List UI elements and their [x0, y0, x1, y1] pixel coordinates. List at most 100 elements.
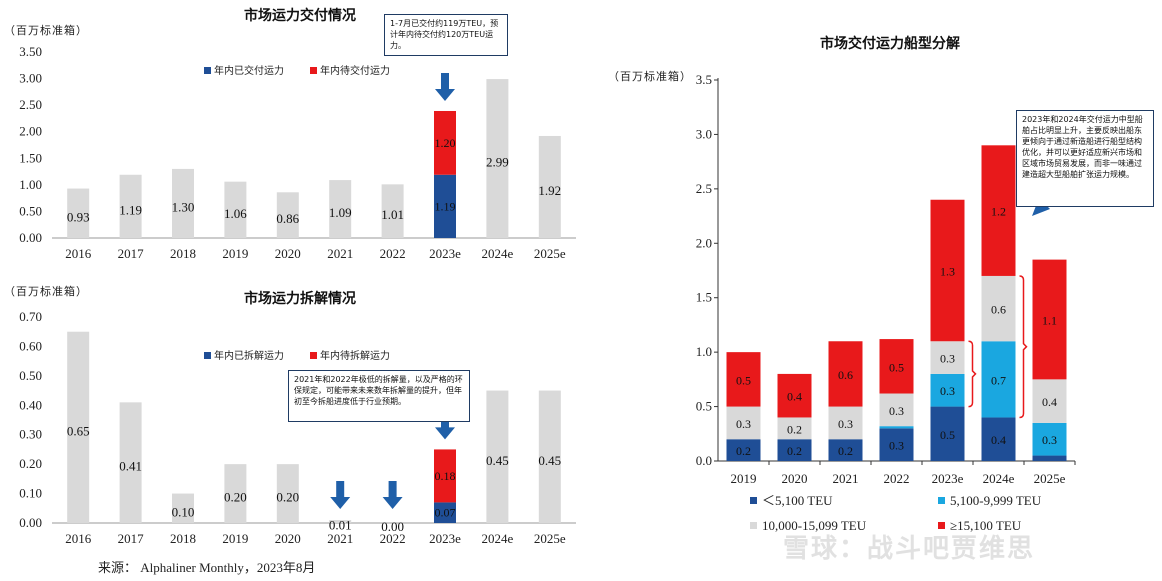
- y-tick-label: 0.10: [19, 486, 42, 501]
- bar-2021-series-0: [828, 439, 863, 461]
- y-tick-label: 0.40: [19, 397, 42, 412]
- data-label-2023e-delivered: 1.19: [435, 199, 456, 213]
- x-tick-label: 2018: [170, 246, 196, 261]
- x-tick-label: 2016: [65, 531, 92, 546]
- x-tick-label: 2022: [380, 246, 406, 261]
- y-tick-label: 2.00: [19, 124, 42, 139]
- midsize-bracket: [1019, 275, 1028, 419]
- data-label-2024e: 2.99: [486, 155, 509, 170]
- highlight-arrow-icon: [435, 72, 455, 101]
- delivery-chart: 市场运力交付情况 （百万标准箱） 0.00 0.50 1.00 1.50 2.00 2.50 3…: [4, 7, 576, 261]
- data-label-2019-series-3: 0.5: [736, 373, 751, 387]
- bar-2025e-series-0: [1032, 455, 1067, 461]
- data-label-2017: 0.41: [119, 459, 142, 474]
- data-label-2020-series-0: 0.2: [787, 444, 802, 458]
- data-label-2024e-series-2: 0.6: [991, 303, 1006, 317]
- bar-2024e-series-3: [981, 145, 1016, 276]
- bar-2017: [119, 402, 142, 523]
- chart-title: 市场运力拆解情况: [244, 290, 356, 307]
- x-tick-label: 2019: [222, 531, 248, 546]
- data-label-2018: 1.30: [172, 199, 195, 214]
- legend-label-pending: 年内待交付运力: [320, 64, 390, 77]
- bar-2021-series-2: [828, 406, 863, 440]
- x-tick-label: 2016: [65, 246, 92, 261]
- data-label-2023e-pending: 0.18: [435, 469, 456, 483]
- bar-2018: [172, 493, 194, 523]
- x-tick-label: 2020: [782, 471, 808, 486]
- demolition-chart: 市场运力拆解情况 （百万标准箱） 0.00 0.10 0.20 0.30 0.40 0.50 0…: [4, 284, 576, 546]
- x-tick-label: 2021: [833, 471, 859, 486]
- x-tick-label: 2024e: [983, 471, 1015, 486]
- x-tick-label: 2021: [327, 531, 353, 546]
- y-tick-label: 3.0: [696, 126, 712, 141]
- bar-2024e: [486, 79, 509, 238]
- data-label-2023e-series-0: 0.5: [940, 428, 955, 442]
- low-demolition-arrow-icon: [330, 481, 351, 509]
- delivery-annotation: 1-7月已交付约119万TEU，预计年内待交付约120万TEU运力。: [384, 14, 508, 56]
- data-label-2020-series-2: 0.2: [787, 422, 802, 436]
- bar-2023e-series-2: [930, 341, 965, 374]
- x-tick-label: 2019: [222, 246, 248, 261]
- x-tick-label: 2023e: [932, 471, 964, 486]
- x-tick-label: 2017: [118, 531, 145, 546]
- x-tick-label: 2022: [380, 531, 406, 546]
- x-tick-label: 2021: [327, 246, 353, 261]
- bar-2023e-series-1: [930, 373, 965, 407]
- bar-2020-series-3: [777, 373, 812, 418]
- y-tick-label: 2.0: [696, 235, 712, 250]
- demolition-chart-panel: 市场运力拆解情况 （百万标准箱） 0.00 0.10 0.20 0.30 0.40 0.50 0…: [0, 281, 600, 571]
- y-tick-label: 1.0: [696, 344, 712, 359]
- data-label-2019-series-0: 0.2: [736, 444, 751, 458]
- y-tick-label: 0.20: [19, 456, 42, 471]
- shiptype-chart-panel: 市场交付运力船型分解 （百万标准箱） 0.0 0.5 1.0 1.5 2.0 2.5 3.0 3.…: [600, 0, 1162, 581]
- bar-2023e-series-3: [930, 199, 965, 342]
- data-label-2016: 0.65: [67, 423, 90, 438]
- bar-2023e-delivered: [434, 174, 456, 238]
- legend-label-delivered: 年内已拆解运力: [214, 349, 284, 362]
- y-tick-label: 0.00: [19, 230, 42, 245]
- bar-2022-series-1: [879, 426, 914, 429]
- chart-title: 市场交付运力船型分解: [820, 35, 960, 52]
- demolition-annotation: 2021年和2022年极低的拆解量，以及严格的环保规定，可能带来未来数年拆解量的…: [288, 370, 470, 422]
- data-label-2025e: 1.92: [538, 183, 561, 198]
- data-label-2019: 1.06: [224, 206, 247, 221]
- y-tick-label: 0.70: [19, 309, 42, 324]
- y-tick-label: 0.5: [696, 399, 712, 414]
- y-axis-unit: （百万标准箱）: [608, 69, 692, 83]
- legend-label: ≥15,100 TEU: [950, 518, 1022, 533]
- x-tick-label: 2020: [275, 246, 301, 261]
- data-label-2021: 1.09: [329, 205, 352, 220]
- bar-2017: [119, 174, 142, 238]
- bar-2024e-series-1: [981, 341, 1016, 418]
- bar-2025e: [538, 135, 561, 238]
- highlight-arrow-icon: [435, 411, 455, 440]
- x-tick-label: 2025e: [534, 531, 566, 546]
- bar-2025e-series-2: [1032, 379, 1067, 423]
- data-label-2024e: 0.45: [486, 453, 509, 468]
- data-label-2019-series-2: 0.3: [736, 417, 751, 431]
- x-tick-label: 2023e: [429, 531, 461, 546]
- bar-2023e-pending: [434, 110, 456, 175]
- data-label-2022-series-0: 0.3: [889, 439, 904, 453]
- bar-2022-series-0: [879, 428, 914, 461]
- bar-2023e-pending: [434, 449, 456, 503]
- bar-2016: [67, 331, 90, 523]
- legend-label: 10,000-15,099 TEU: [762, 518, 867, 533]
- bar-2021: [329, 520, 352, 523]
- y-tick-label: 2.5: [696, 181, 712, 196]
- bar-2020: [276, 192, 299, 238]
- data-label-2022-series-2: 0.3: [889, 404, 904, 418]
- y-tick-label: 1.00: [19, 177, 42, 192]
- low-demolition-arrow-icon: [382, 481, 403, 509]
- data-label-2017: 1.19: [119, 202, 142, 217]
- y-tick-label: 3.5: [696, 72, 712, 87]
- bar-2019-series-0: [726, 439, 761, 461]
- bar-2019: [224, 181, 247, 238]
- legend-swatch: [750, 522, 757, 529]
- bar-2021: [329, 180, 352, 238]
- legend-swatch-delivered: [204, 67, 211, 74]
- bar-2023e-series-0: [930, 406, 965, 461]
- shiptype-chart: 市场交付运力船型分解 （百万标准箱） 0.0 0.5 1.0 1.5 2.0 2.5 3.0 3.…: [608, 35, 1076, 533]
- y-tick-label: 0.50: [19, 203, 42, 218]
- x-tick-label: 2024e: [482, 246, 514, 261]
